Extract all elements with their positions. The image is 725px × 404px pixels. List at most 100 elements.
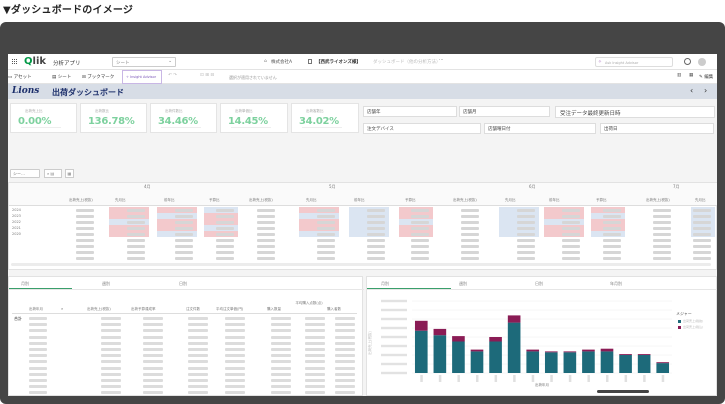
insight-advisor-button[interactable]: ✧ Insight Advisor [122, 70, 162, 84]
chart-icon[interactable]: ▥ [677, 73, 682, 78]
app-name: 分析アプリ [53, 61, 81, 67]
edit-button[interactable]: ✎ 編集 [699, 75, 714, 80]
filter-ship-date[interactable]: 出荷日 [600, 123, 714, 134]
bar-segment [582, 349, 595, 352]
bar-segment [489, 337, 502, 342]
bar-segment [414, 320, 428, 331]
bookmark-icon: ⊟ [82, 75, 86, 80]
filter-store-date[interactable]: 店舗曜日付 [484, 123, 596, 134]
selection-status: 選択が適用されていません [229, 74, 277, 80]
bar-segment [563, 352, 577, 373]
asset-button[interactable]: ▭ アセット [8, 75, 32, 80]
table-header[interactable]: 平均購入点数(点) [295, 301, 323, 305]
workspace-tail: ダッシュボード（他の分析方法） [373, 60, 441, 65]
tab-year-month[interactable]: 年月別 [610, 281, 622, 286]
chart-scrollbar[interactable] [597, 390, 649, 393]
sparkle-icon: ✧ [598, 60, 602, 65]
pivot-header [9, 183, 717, 206]
bar-segment [414, 330, 428, 373]
table-header[interactable]: 出荷年月 [29, 307, 43, 311]
table-header[interactable]: 注文件数 [186, 307, 200, 311]
bar-segment [433, 335, 447, 373]
legend-item[interactable]: 出荷売上(税込) [683, 325, 704, 329]
x-tick-label [661, 375, 665, 382]
col-header: 出荷売上(税抜) [249, 198, 273, 202]
insight-search-box[interactable]: ✧ Ask Insight Advisor [595, 57, 673, 67]
tab-monthly[interactable]: 月別 [21, 281, 29, 286]
more-options-icon[interactable]: ⋯ [439, 58, 444, 63]
tab-daily[interactable]: 日別 [179, 281, 187, 286]
chart-gridlines [412, 300, 672, 374]
tab-monthly[interactable]: 月別 [381, 281, 389, 286]
kpi-card[interactable]: 出荷売上比 0.00% [10, 103, 77, 133]
monthly-table-panel: 月別 週別 日別 出荷年月 ⌕ 出荷売上(税抜) 出荷予算達成率 注文件数 平均… [8, 276, 364, 396]
x-tick-label [624, 375, 628, 382]
sheet-mini-selector[interactable]: シー… [10, 169, 40, 178]
col-header: 予算比 [209, 198, 220, 202]
pivot-table[interactable]: 4月 5月 6月 7月 出荷売上(税抜) 先月比 前年比 予算比 出荷売上(税抜… [8, 182, 717, 270]
stacked-bar-chart[interactable]: 出荷売上(税抜) 出荷年月 [367, 291, 717, 395]
filter-store-year[interactable]: 店舗年 [363, 106, 457, 117]
x-tick-label [494, 375, 498, 382]
col-header: 出荷売上(税抜) [69, 198, 93, 202]
x-tick-label [587, 375, 590, 382]
table-header[interactable]: 出荷売上(税抜) [87, 307, 111, 311]
kpi-card[interactable]: 出荷単価比 14.45% [220, 103, 288, 133]
year-row-label: 2024 [12, 208, 21, 212]
legend-item[interactable]: 出荷売上(税抜) [683, 319, 704, 323]
x-axis-label: 出荷年月 [535, 382, 549, 387]
user-avatar[interactable] [698, 58, 706, 66]
x-tick-label [606, 375, 609, 382]
legend-title: メジャー [676, 311, 692, 316]
company-name: 株式会社A [271, 60, 293, 65]
bar-segment [470, 351, 484, 373]
dashboard-banner: Lions 出荷ダッシュボード ‹ › [8, 84, 717, 99]
bar-segment [600, 351, 614, 373]
y-axis-label: 出荷売上(税抜) [367, 331, 372, 355]
selection-tools-icon[interactable]: ⊡ ⊞ ⊟ [200, 73, 215, 78]
prev-sheet-icon[interactable]: ‹ [690, 86, 694, 95]
bar-segment [582, 351, 595, 373]
table-header[interactable]: 平均注文単価(円) [216, 307, 244, 311]
kpi-card[interactable]: 出荷数比 136.78% [80, 103, 147, 133]
table-header[interactable]: 出荷予算達成率 [131, 307, 156, 311]
col-header: 出荷売上(税抜) [453, 198, 477, 202]
sheet-icon: ▤ [52, 75, 57, 80]
undo-icon[interactable]: ↶ ↷ [168, 73, 177, 78]
search-icon[interactable]: ⌕ [61, 306, 64, 311]
y-tick-label [381, 308, 407, 312]
sheet-selector[interactable]: シート ⌄ [112, 57, 176, 67]
qlik-logo: Qlik [24, 56, 47, 67]
active-tab-indicator [367, 288, 451, 289]
bar-segment [619, 355, 632, 373]
kpi-card[interactable]: 出荷件数比 34.46% [150, 103, 217, 133]
bar-segment [433, 328, 447, 336]
search-expand-icon[interactable]: ⌕ ▤ [44, 169, 62, 178]
year-row-label: 2022 [12, 220, 21, 224]
app-grid-icon[interactable] [12, 59, 18, 65]
x-tick-label [531, 375, 535, 382]
horizontal-scrollbar[interactable] [11, 263, 711, 266]
bar-segment [526, 349, 540, 352]
kpi-card[interactable]: 出荷客数比 34.02% [291, 103, 359, 133]
bookmark-button[interactable]: ⊟ ブックマーク [82, 75, 115, 80]
table-header[interactable]: 購入数量 [267, 307, 281, 311]
chevron-down-icon: ⌄ [168, 59, 172, 64]
x-tick-label [438, 375, 442, 382]
next-sheet-icon[interactable]: › [704, 86, 708, 95]
tab-daily[interactable]: 日別 [535, 281, 543, 286]
table-header[interactable]: 購入者数 [327, 307, 341, 311]
sheet-button[interactable]: ▤ シート [52, 75, 72, 80]
legend-swatch [678, 320, 681, 323]
table-icon[interactable]: ▦ [65, 169, 74, 178]
notification-icon[interactable] [684, 58, 691, 65]
filter-store-month[interactable]: 店舗月 [459, 106, 550, 117]
grid-view-icon[interactable]: ▦ [689, 73, 694, 78]
home-icon[interactable]: ⌂ [264, 59, 267, 64]
y-tick-label [381, 362, 407, 366]
col-header: 先月比 [115, 198, 126, 202]
tab-weekly[interactable]: 週別 [459, 281, 467, 286]
bar-segment [656, 363, 670, 373]
tab-weekly[interactable]: 週別 [102, 281, 110, 286]
filter-device[interactable]: 注文デバイス [363, 123, 481, 134]
